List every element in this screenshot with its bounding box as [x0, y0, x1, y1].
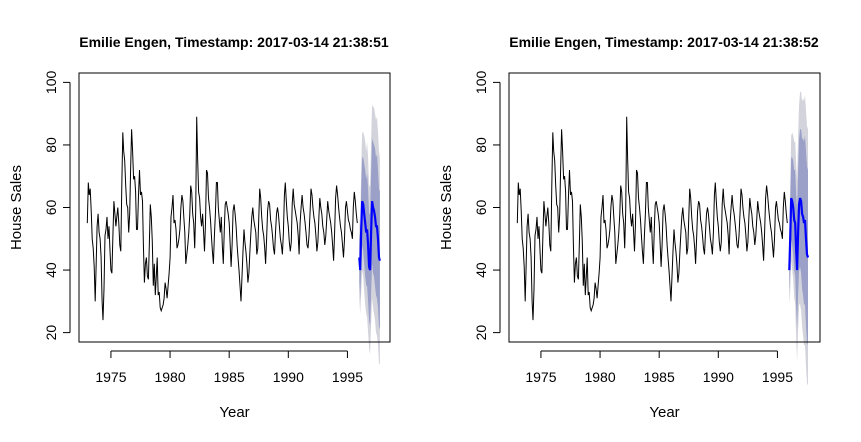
- y-tick-label: 60: [43, 200, 59, 216]
- x-tick-label: 1995: [332, 369, 363, 385]
- chart-panel-2: Emilie Engen, Timestamp: 2017-03-14 21:3…: [438, 34, 821, 421]
- forecast-series-line: [358, 200, 381, 271]
- x-tick-label: 1975: [95, 369, 126, 385]
- chart-panel-1: Emilie Engen, Timestamp: 2017-03-14 21:3…: [8, 34, 391, 421]
- x-tick-label: 1995: [762, 369, 793, 385]
- x-tick-label: 1985: [644, 369, 675, 385]
- x-tick-label: 1980: [584, 369, 615, 385]
- x-axis-label: Year: [219, 404, 249, 421]
- forecast-band-80: [359, 138, 380, 330]
- x-tick-label: 1990: [273, 369, 304, 385]
- history-series-line: [516, 116, 788, 321]
- x-axis-label: Year: [649, 404, 679, 421]
- y-tick-label: 20: [473, 325, 489, 341]
- y-tick-label: 40: [43, 262, 59, 278]
- y-tick-label: 20: [43, 325, 59, 341]
- y-axis-label: House Sales: [8, 165, 25, 250]
- forecast-series-line: [788, 197, 810, 271]
- x-tick-label: 1990: [703, 369, 734, 385]
- x-tick-label: 1980: [154, 369, 185, 385]
- y-tick-label: 80: [43, 137, 59, 153]
- y-axis-label: House Sales: [438, 165, 455, 250]
- plot-frame: [78, 72, 391, 343]
- y-tick-label: 100: [43, 70, 59, 94]
- plot-frame: [508, 72, 821, 343]
- x-tick-label: 1975: [525, 369, 556, 385]
- y-tick-label: 100: [473, 70, 489, 94]
- y-tick-label: 40: [473, 262, 489, 278]
- y-tick-label: 60: [473, 200, 489, 216]
- chart-title: Emilie Engen, Timestamp: 2017-03-14 21:3…: [79, 34, 389, 50]
- history-series-line: [86, 116, 358, 321]
- chart-title: Emilie Engen, Timestamp: 2017-03-14 21:3…: [509, 34, 819, 50]
- x-tick-label: 1985: [214, 369, 245, 385]
- y-tick-label: 80: [473, 137, 489, 153]
